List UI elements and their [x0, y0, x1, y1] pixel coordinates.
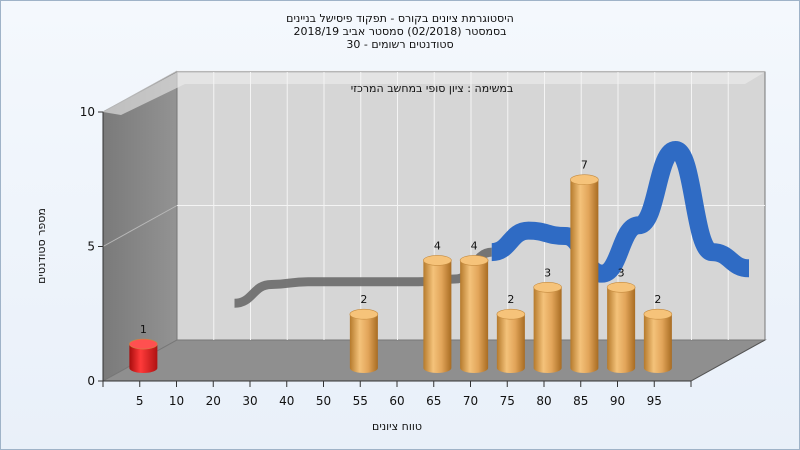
- bar-85-90: 7: [570, 159, 599, 373]
- bar-top: [129, 338, 158, 350]
- y-tick-label: 0: [87, 374, 95, 388]
- bar-90-95: 3: [606, 266, 636, 373]
- bar-body: [129, 344, 158, 373]
- x-axis-label: טווח ציונים: [372, 420, 422, 433]
- bar-value-label: 3: [618, 266, 625, 279]
- x-tick-label: 10: [169, 394, 184, 408]
- bar-0-10: 1: [129, 323, 158, 373]
- chart-title-line-1: היסטוגרמת ציונים בקורס - תפקוד פיסישל בנ…: [286, 12, 514, 25]
- grid-line-side: [102, 70, 178, 113]
- x-tick-label: 5: [136, 394, 144, 408]
- bar-value-label: 7: [581, 159, 588, 172]
- x-tick-label: 20: [206, 394, 221, 408]
- grid-line-side: [102, 205, 178, 247]
- bar-top: [606, 281, 636, 293]
- bar-series: 1 2 4 4 2 3 7 3 2: [129, 159, 673, 373]
- bar-body: [349, 314, 378, 373]
- bar-body: [496, 314, 525, 373]
- chart-subtitle: במשימה : ציון סופי במחשב המרכזי: [351, 82, 514, 95]
- x-tick-label: 95: [647, 394, 662, 408]
- bar-value-label: 1: [140, 323, 147, 336]
- axes: 0 5 10 5 10 20 30 40 50 55 60 65 70 75 80 85 90 95: [80, 105, 766, 408]
- y-axis-label: מספר סטודנטים: [35, 208, 48, 284]
- bar-80-85: 3: [533, 266, 562, 373]
- x-tick-label: 60: [389, 394, 404, 408]
- grid-lines: [102, 70, 765, 340]
- bar-body: [643, 314, 672, 373]
- bar-55-60: 2: [349, 293, 379, 373]
- bar-top: [496, 308, 526, 320]
- x-tick-label: 70: [463, 394, 478, 408]
- chart-title-line-2: בסמסטר (02/2018) סמסטר אביב 2018/19: [293, 25, 507, 38]
- x-tick-label: 30: [242, 394, 257, 408]
- bar-70-75: 4: [459, 239, 489, 373]
- x-tick-label: 65: [426, 394, 441, 408]
- y-tick-labels: 0 5 10: [80, 105, 103, 388]
- x-tick-label: 50: [316, 394, 331, 408]
- bar-value-label: 2: [360, 293, 367, 306]
- x-tick-labels: 5 10 20 30 40 50 55 60 65 70 75 80 85 90 95: [102, 381, 692, 408]
- chart-title-line-3: סטודנטים רשומים - 30: [346, 38, 454, 51]
- floor-front-edge: [690, 339, 766, 382]
- top-rim: [103, 72, 765, 115]
- bar-value-label: 4: [471, 239, 478, 252]
- bar-value-label: 3: [544, 266, 551, 279]
- bar-top: [349, 308, 379, 320]
- trend-curve-blue: [490, 140, 750, 283]
- x-tick-label: 40: [279, 394, 294, 408]
- bar-body: [570, 179, 599, 373]
- x-tick-label: 55: [353, 394, 368, 408]
- bar-body: [607, 287, 636, 373]
- x-tick-label: 90: [610, 394, 625, 408]
- y-tick-label: 5: [87, 240, 95, 254]
- bar-top: [459, 255, 489, 266]
- x-tick-label: 75: [500, 394, 515, 408]
- bar-body: [533, 287, 562, 373]
- bar-body: [423, 260, 452, 373]
- bar-top: [533, 281, 562, 293]
- x-tick-label: 80: [536, 394, 551, 408]
- bar-top: [423, 255, 452, 266]
- bar-top: [570, 174, 599, 185]
- y-tick-label: 10: [80, 105, 95, 119]
- bar-top: [643, 308, 673, 320]
- bar-value-label: 2: [654, 293, 661, 306]
- bar-body: [460, 260, 489, 373]
- bar-75-80: 2: [496, 293, 526, 373]
- bar-95-100: 2: [643, 293, 673, 373]
- bar-value-label: 4: [434, 239, 441, 252]
- bar-value-label: 2: [507, 293, 514, 306]
- x-tick-label: 85: [573, 394, 588, 408]
- bar-65-70: 4: [423, 239, 452, 373]
